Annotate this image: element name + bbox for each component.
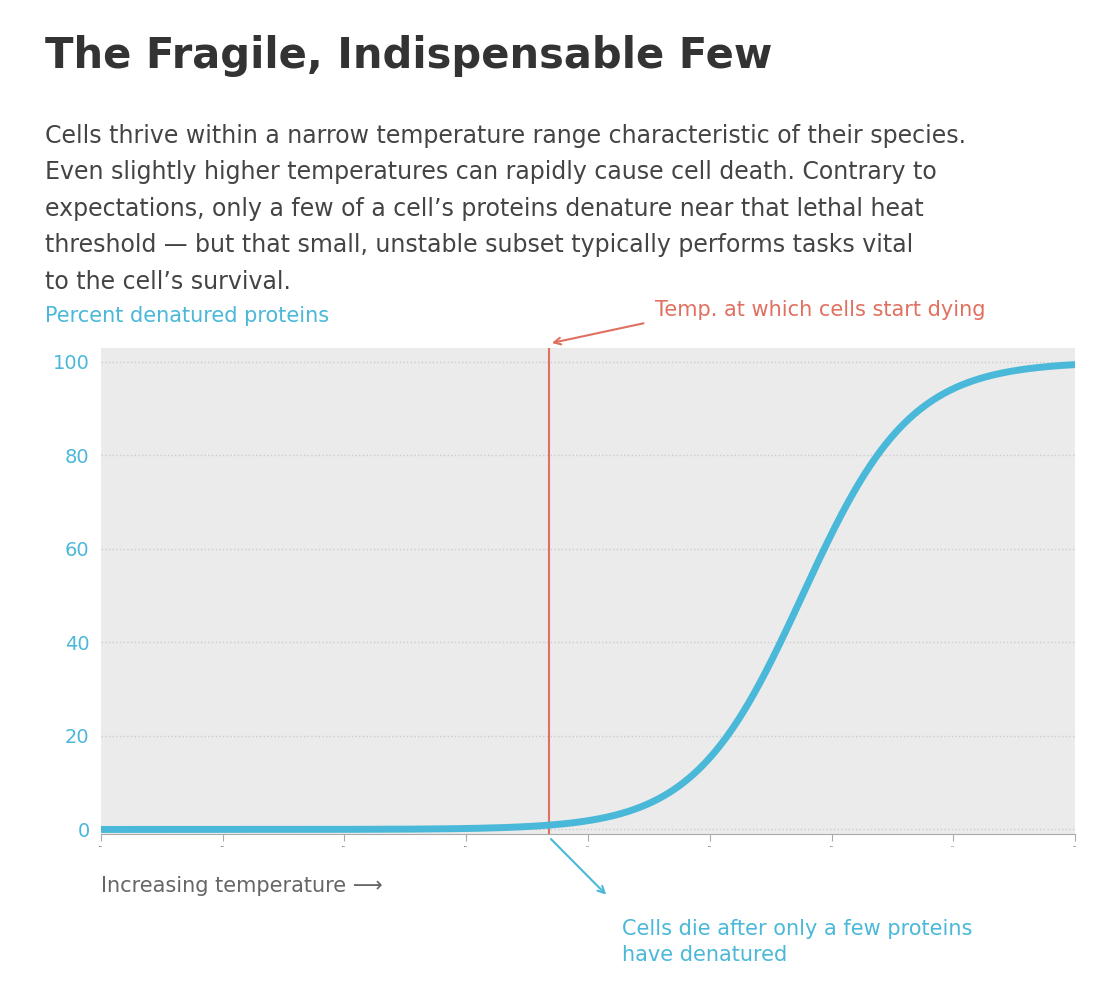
Text: Increasing temperature ⟶: Increasing temperature ⟶ bbox=[101, 876, 382, 896]
Text: Cells thrive within a narrow temperature range characteristic of their species.
: Cells thrive within a narrow temperature… bbox=[45, 124, 965, 294]
Text: Cells die after only a few proteins
have denatured: Cells die after only a few proteins have… bbox=[622, 919, 972, 965]
Text: Temp. at which cells start dying: Temp. at which cells start dying bbox=[655, 300, 986, 320]
Text: The Fragile, Indispensable Few: The Fragile, Indispensable Few bbox=[45, 35, 772, 76]
Text: Percent denatured proteins: Percent denatured proteins bbox=[45, 306, 329, 326]
